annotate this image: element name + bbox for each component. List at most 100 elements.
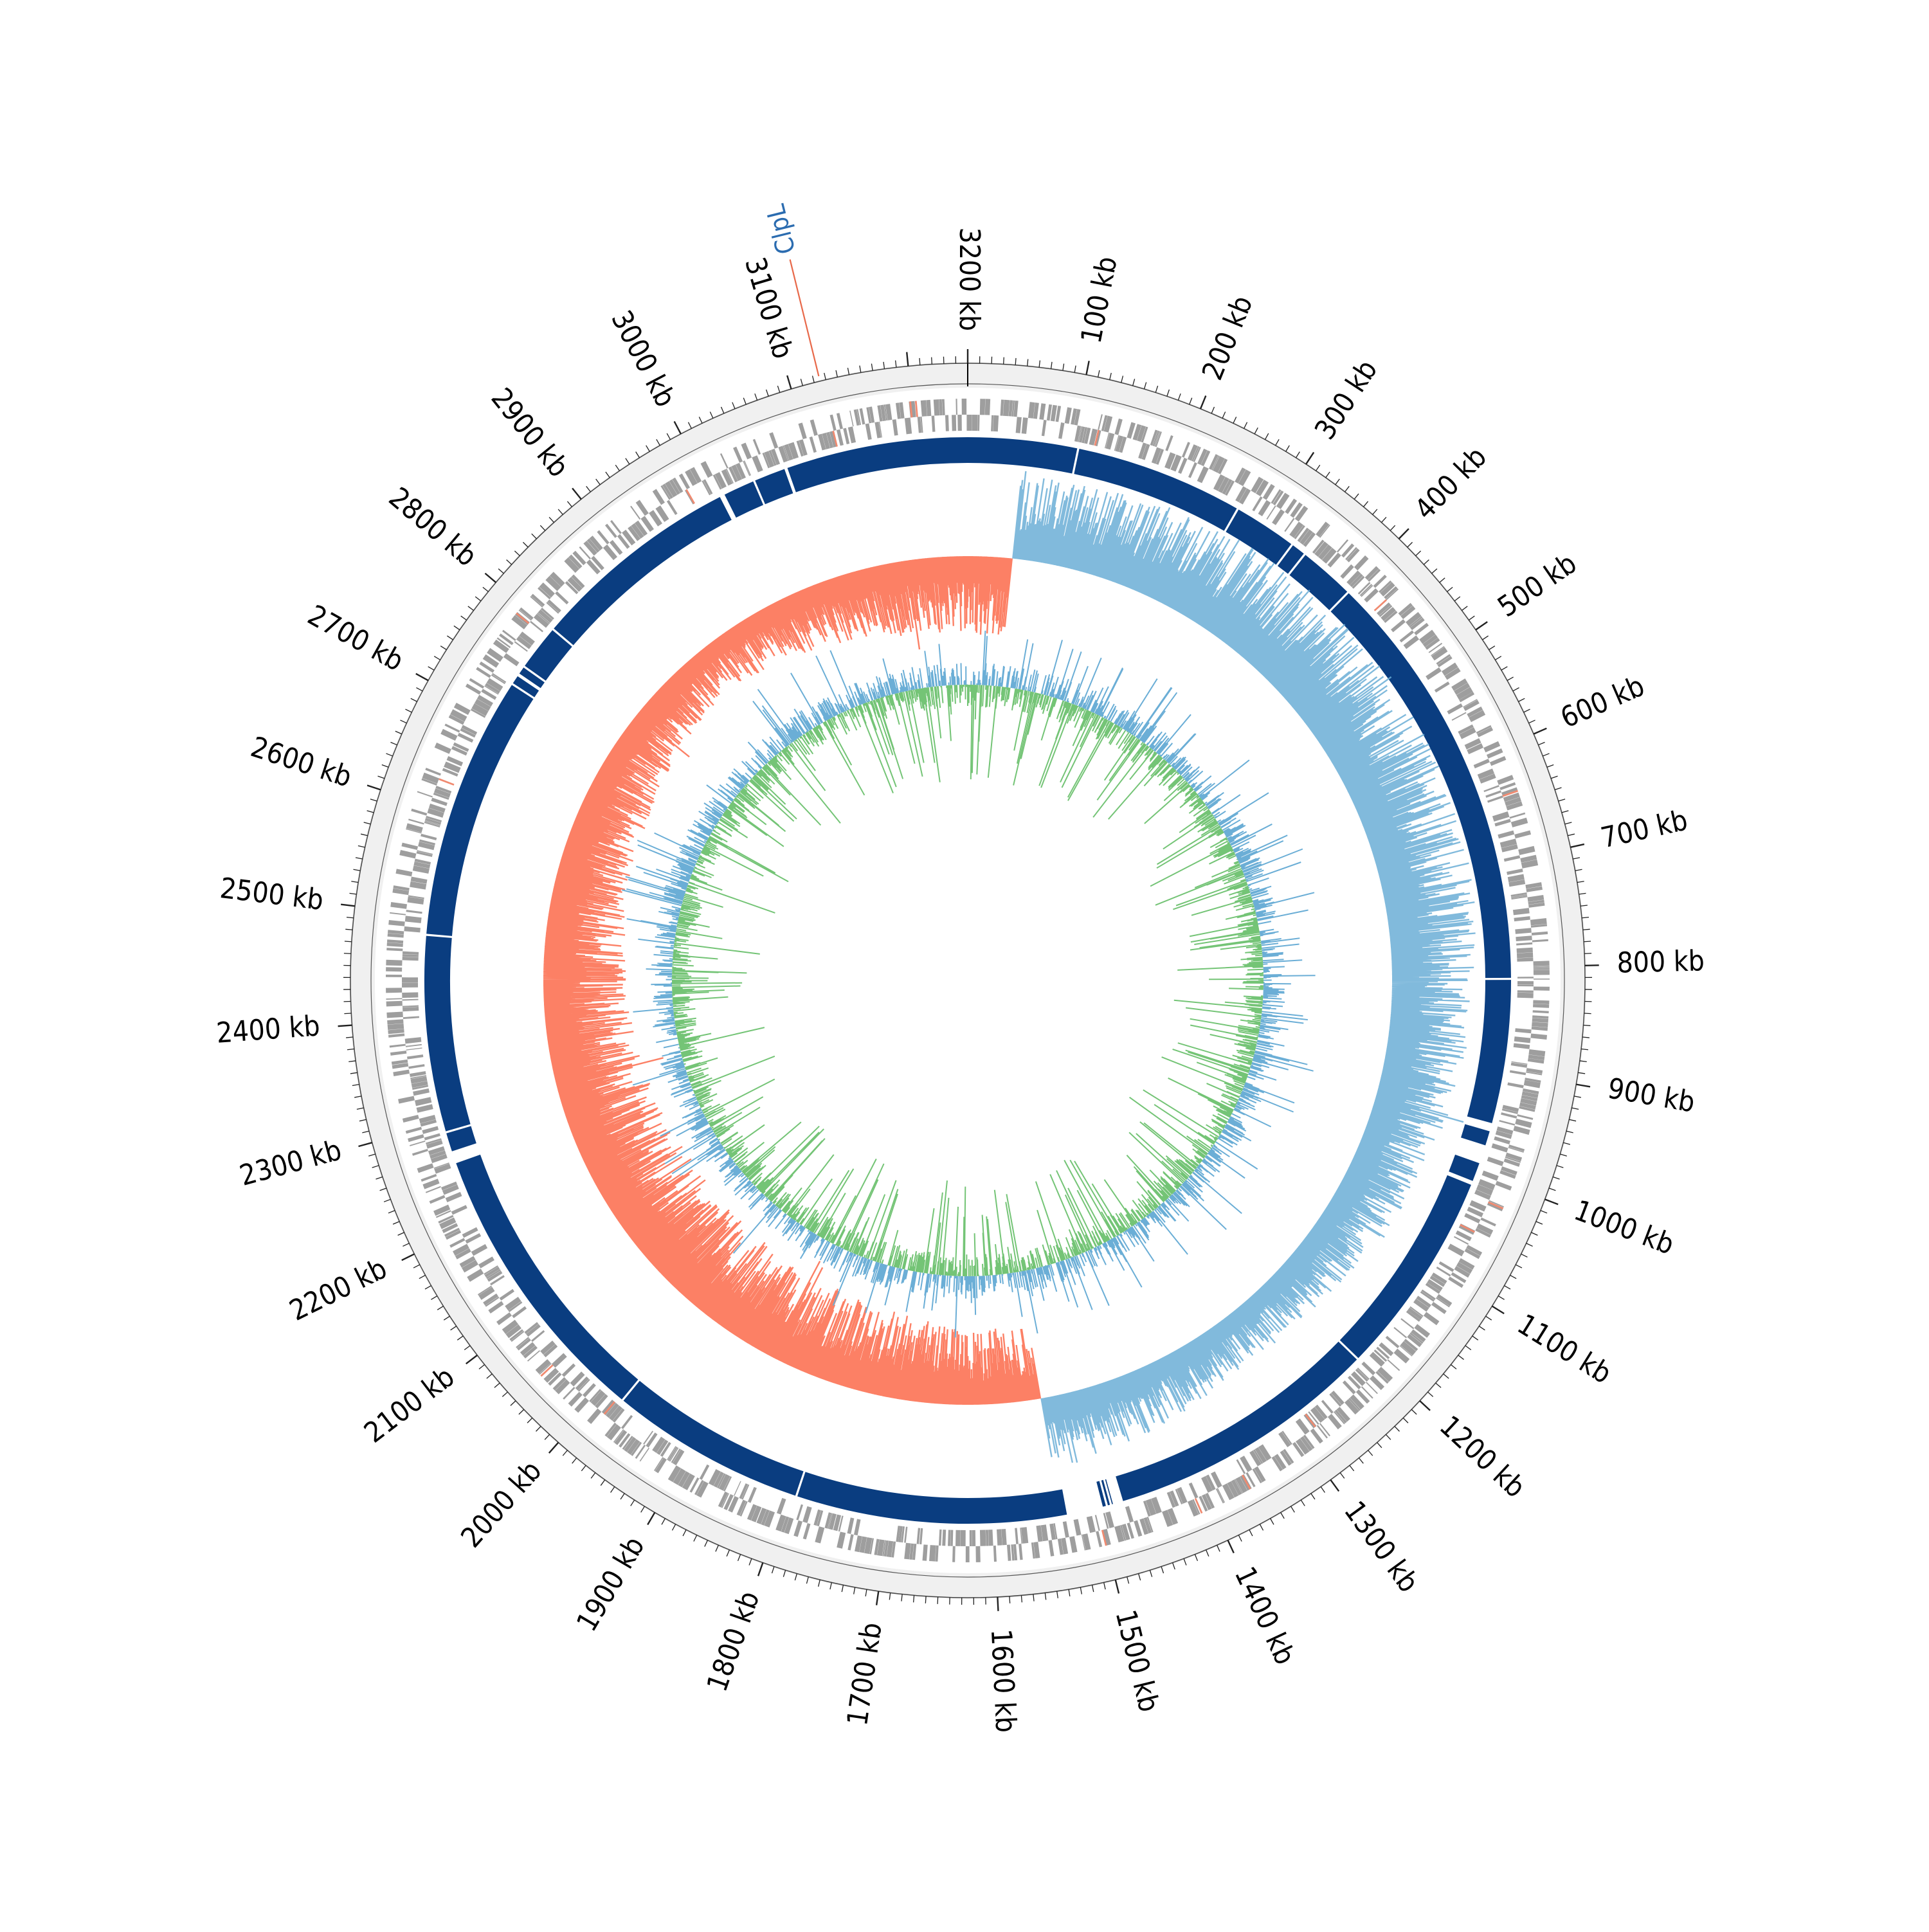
minor-tick <box>461 616 467 620</box>
minor-tick <box>1504 1286 1510 1289</box>
minor-tick <box>755 393 757 400</box>
tick-label: 400 kb <box>1408 440 1493 526</box>
minor-tick <box>1265 433 1268 440</box>
cds-feature <box>1022 417 1028 434</box>
minor-tick <box>1472 1336 1478 1340</box>
minor-tick <box>1495 656 1501 660</box>
cds-feature <box>404 926 421 932</box>
cds-feature <box>402 977 418 982</box>
cds-feature <box>388 920 405 926</box>
cds-feature <box>1165 435 1173 451</box>
annotation-label: ClpL <box>761 201 801 257</box>
cds-feature <box>552 1353 567 1368</box>
cds-feature <box>402 982 418 988</box>
minor-tick <box>615 465 619 471</box>
minor-tick <box>434 656 440 660</box>
cds-feature <box>955 399 957 415</box>
cds-feature <box>966 1546 970 1562</box>
cds-feature <box>950 1530 953 1546</box>
cds-feature <box>1507 869 1523 875</box>
cds-feature <box>802 1506 811 1523</box>
cds-feature <box>1387 1359 1400 1371</box>
cds-feature <box>837 429 844 446</box>
cds-feature <box>1487 795 1503 802</box>
minor-tick <box>344 1013 351 1014</box>
cds-feature <box>733 447 743 463</box>
major-tick <box>338 1025 352 1027</box>
major-tick <box>1330 1480 1339 1492</box>
cds-feature <box>407 1054 423 1060</box>
minor-tick <box>431 1296 437 1300</box>
minor-tick <box>416 688 422 691</box>
major-tick <box>1200 395 1206 408</box>
minor-tick <box>1336 479 1340 485</box>
minor-tick <box>1321 1486 1325 1492</box>
minor-tick <box>1458 1355 1464 1360</box>
minor-tick <box>1340 1473 1345 1479</box>
cds-feature-highlight <box>685 489 695 504</box>
cds-feature <box>1534 967 1550 968</box>
cds-feature <box>406 1127 422 1134</box>
cds-feature <box>547 599 561 612</box>
minor-tick <box>591 1473 595 1479</box>
cds-feature <box>700 1465 710 1480</box>
minor-tick <box>1536 1222 1543 1224</box>
tick-label: 2100 kb <box>358 1360 460 1449</box>
minor-tick <box>1531 1232 1537 1235</box>
cds-feature <box>399 850 416 858</box>
cds-feature <box>503 653 520 666</box>
contig-segment <box>1226 510 1291 565</box>
minor-tick <box>1161 1567 1163 1573</box>
minor-tick <box>437 1306 443 1310</box>
cds-feature <box>1533 1004 1549 1008</box>
cds-feature <box>587 1409 601 1424</box>
contig-segment <box>1449 1155 1480 1181</box>
tick-label: 3100 kb <box>738 254 799 363</box>
minor-tick <box>1403 1418 1408 1423</box>
cds-feature <box>415 1097 431 1106</box>
minor-tick <box>444 1316 449 1320</box>
cds-feature <box>412 1149 428 1156</box>
minor-tick <box>1382 517 1386 522</box>
minor-tick <box>1479 1326 1485 1330</box>
cds-feature <box>1272 509 1285 525</box>
minor-tick <box>1436 1383 1441 1387</box>
cds-feature <box>1514 1036 1531 1043</box>
tick-label: 1400 kb <box>1228 1562 1301 1670</box>
cds-feature <box>904 1527 907 1543</box>
minor-tick <box>1518 698 1525 701</box>
major-tick <box>485 573 496 582</box>
minor-tick <box>1444 1374 1449 1378</box>
cds-feature <box>962 399 967 415</box>
minor-tick <box>727 1550 729 1557</box>
cds-feature <box>1039 403 1046 420</box>
cds-feature <box>478 1256 494 1268</box>
cds-feature <box>1492 1143 1508 1152</box>
minor-tick <box>425 1286 431 1289</box>
cds-feature <box>952 1546 955 1562</box>
minor-tick <box>1363 501 1368 507</box>
cds-feature <box>1496 1181 1512 1191</box>
cds-feature <box>830 415 837 431</box>
tick-label: 2200 kb <box>285 1252 392 1328</box>
cds-feature <box>1518 846 1535 855</box>
cds-feature <box>1483 785 1499 792</box>
cds-feature <box>1058 422 1065 439</box>
cds-feature <box>966 415 968 431</box>
minor-tick <box>405 709 412 712</box>
cds-feature <box>1533 1000 1549 1004</box>
cds-feature <box>1534 970 1550 975</box>
minor-tick <box>1296 452 1300 458</box>
cds-feature <box>386 998 402 1000</box>
major-tick <box>572 488 581 499</box>
major-tick <box>1534 728 1546 734</box>
minor-tick <box>1555 788 1561 790</box>
minor-tick <box>626 458 629 464</box>
major-tick <box>758 1563 763 1576</box>
minor-tick <box>1184 1558 1186 1565</box>
minor-tick <box>688 422 691 429</box>
cds-feature <box>422 1126 439 1133</box>
minor-tick <box>563 1450 567 1456</box>
cds-feature <box>1452 712 1467 720</box>
